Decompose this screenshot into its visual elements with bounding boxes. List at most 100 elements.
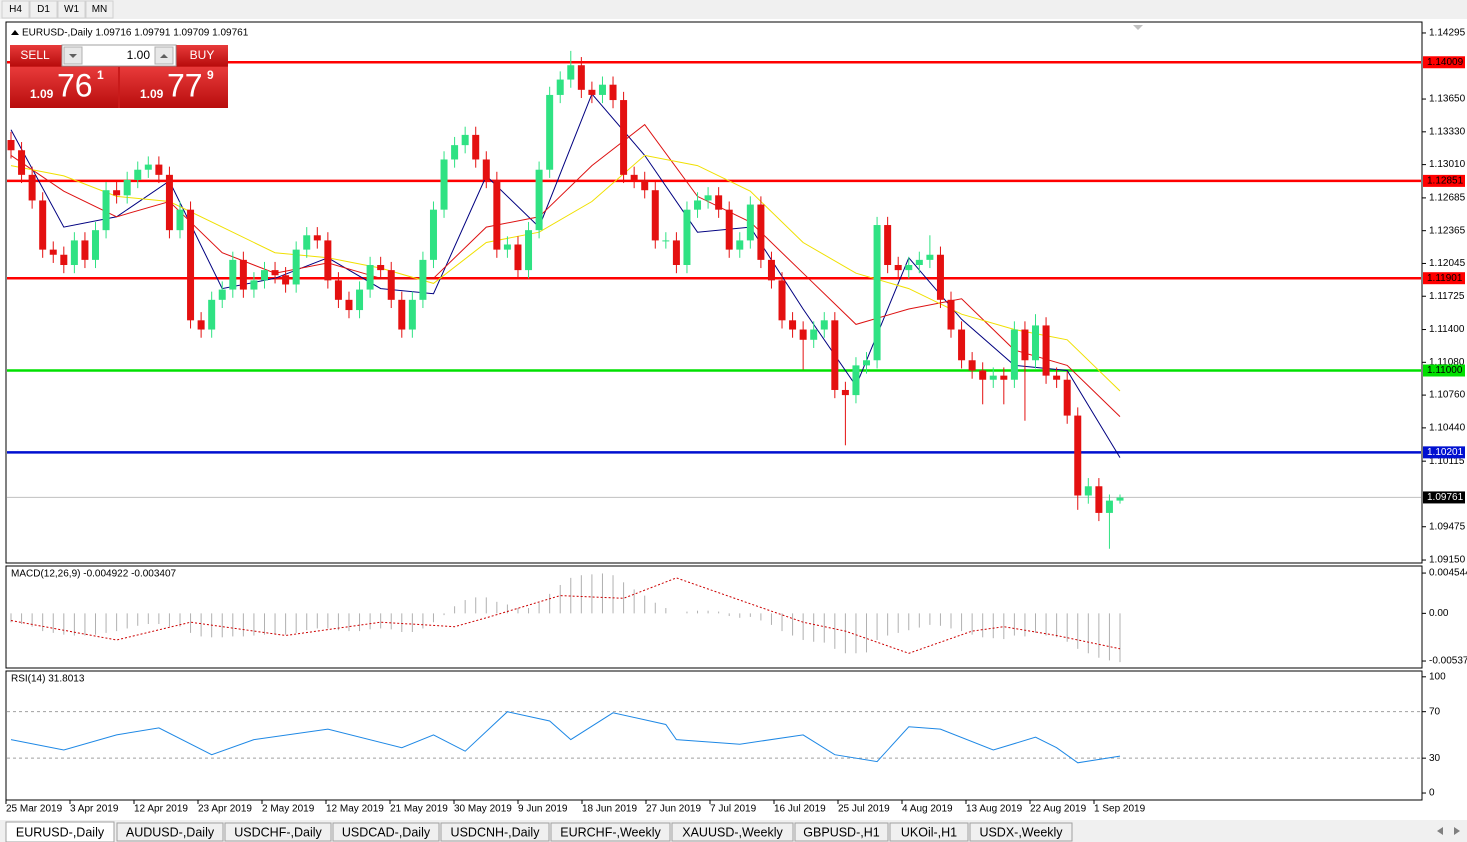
candle-body	[1095, 486, 1103, 513]
bid-box[interactable]	[10, 67, 118, 108]
candle-body	[715, 195, 723, 210]
candle-body	[408, 299, 416, 330]
collapse-icon[interactable]	[11, 30, 19, 35]
candle-body	[292, 249, 300, 285]
y-tick-label: 1.09475	[1429, 521, 1466, 532]
indicator-line	[10, 711, 1121, 764]
level-label: 1.10201	[1427, 447, 1464, 458]
tab-label: USDCNH-,Daily	[451, 825, 541, 839]
timeframe-button[interactable]	[57, 0, 86, 19]
buy-button[interactable]	[177, 45, 228, 66]
tab[interactable]	[440, 822, 550, 842]
candle-body	[503, 244, 511, 250]
one-click-trading: SELL 1.00 BUY 1.09 76 1 1.09 77 9	[10, 44, 228, 108]
candle-body	[451, 145, 459, 160]
candle-body	[757, 204, 765, 260]
chart-header: EURUSD-,Daily 1.09716 1.09791 1.09709 1.…	[22, 28, 249, 39]
timeframe-button[interactable]	[29, 0, 58, 19]
tab-label: XAUUSD-,Weekly	[682, 825, 783, 839]
candle-body	[894, 264, 902, 271]
plot-layer: 1.14295 1.13650 1.13330 1.13010 1.12685 1.123…	[5, 28, 1467, 815]
candle-body	[472, 134, 480, 160]
y-tick-label: 1.11725	[1429, 291, 1465, 302]
lots-input[interactable]	[61, 44, 177, 67]
candle-body	[1042, 325, 1050, 376]
candle-body	[366, 264, 374, 290]
candle-body	[144, 164, 152, 170]
candle-body	[789, 320, 797, 330]
level-label-bg	[1423, 174, 1465, 187]
y-tick-label: 1.13650	[1429, 94, 1466, 105]
candle-body	[979, 370, 987, 380]
candle-body	[641, 179, 649, 191]
tab[interactable]	[794, 822, 889, 842]
candle-body	[102, 190, 110, 231]
timeframe-label: W1	[64, 4, 79, 15]
macd-title: MACD(12,26,9) -0.004922 -0.003407	[11, 569, 177, 580]
timeframe-label: MN	[92, 4, 108, 15]
y-tick-label: 1.09150	[1429, 555, 1466, 566]
candle-body	[588, 89, 596, 95]
candle-body	[609, 84, 617, 101]
tab[interactable]	[332, 822, 440, 842]
candle-body	[915, 259, 923, 265]
candle-body	[725, 209, 733, 250]
candle-body	[155, 164, 163, 175]
candle-body	[1032, 325, 1040, 361]
candle-body	[926, 254, 934, 260]
tab[interactable]	[671, 822, 794, 842]
tab[interactable]	[550, 822, 671, 842]
candle-body	[820, 320, 828, 330]
ask-fraction: 9	[207, 68, 214, 82]
candle-body	[873, 225, 881, 361]
tab[interactable]	[116, 822, 224, 842]
candle-body	[70, 240, 78, 265]
bid-fraction: 1	[97, 68, 104, 82]
tab-label: EURUSD-,Daily	[16, 825, 105, 839]
x-tick-label: 12 Apr 2019	[134, 804, 188, 815]
candle-body	[598, 84, 606, 95]
candle-body	[303, 235, 311, 250]
candle-body	[767, 259, 775, 281]
tab[interactable]	[889, 822, 969, 842]
tab-label: EURCHF-,Weekly	[560, 825, 661, 839]
candle-body	[1084, 486, 1092, 496]
tab[interactable]	[224, 822, 332, 842]
rsi-title: RSI(14) 31.8013	[11, 674, 85, 685]
candle-body	[187, 209, 195, 321]
tab-label: USDCAD-,Daily	[342, 825, 431, 839]
candle-body	[229, 259, 237, 290]
last-price-bg	[1423, 491, 1465, 504]
tab-label: UKOil-,H1	[901, 825, 957, 839]
candle-body	[630, 174, 638, 180]
level-label: 1.11901	[1427, 273, 1463, 284]
timeframe-button[interactable]	[1, 0, 30, 19]
y-tick-label: 100	[1429, 671, 1446, 682]
timeframe-button[interactable]	[85, 0, 114, 19]
tab-scroll-right[interactable]	[1454, 827, 1460, 835]
indicator-line	[10, 92, 1121, 458]
candle-body	[81, 240, 89, 260]
candle-body	[556, 79, 564, 95]
candle-body	[651, 190, 659, 241]
ask-box[interactable]	[120, 67, 228, 108]
level-label: 1.11000	[1427, 365, 1463, 376]
sell-button[interactable]	[10, 45, 61, 66]
y-tick-label: 1.10760	[1429, 390, 1466, 401]
timeframe-label: H4	[9, 4, 22, 15]
level-label: 1.12851	[1427, 176, 1464, 187]
candle-body	[799, 329, 807, 340]
ask-big-figure: 1.09	[140, 87, 164, 101]
tab-scroll-left[interactable]	[1437, 827, 1443, 835]
x-tick-label: 2 May 2019	[262, 804, 315, 815]
y-tick-label: 0	[1429, 788, 1435, 799]
y-tick-label: 1.12685	[1429, 193, 1466, 204]
y-tick-label: 1.12365	[1429, 225, 1466, 236]
y-tick-label: 30	[1429, 753, 1441, 764]
candle-body	[218, 289, 226, 300]
candle-body	[91, 230, 99, 260]
active-tab[interactable]	[5, 821, 115, 842]
tab[interactable]	[969, 822, 1073, 842]
